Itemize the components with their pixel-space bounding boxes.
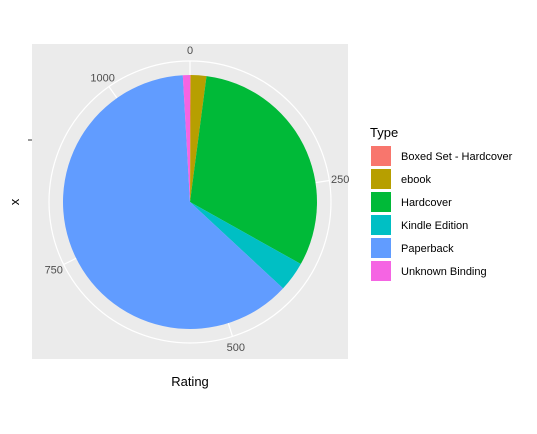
pie-slice-paperback [63,75,284,329]
legend-key [371,238,391,258]
legend-title: Type [370,125,398,140]
legend-key [371,261,391,281]
legend-label: ebook [401,174,431,186]
legend-key [371,192,391,212]
pie-slice-kindle-edition [190,202,301,289]
pie-slice-unknown-binding [182,75,190,202]
pie-slice-ebook [190,75,207,202]
legend-label: Unknown Binding [401,266,487,278]
pie-slice-hardcover [190,76,317,265]
legend-key [371,215,391,235]
legend-label: Boxed Set - Hardcover [401,151,513,163]
angular-ticks: 0 250 500 750 1000 [45,45,350,354]
legend-key [371,146,391,166]
pie-slice-boxed-set-hardcover [190,75,191,202]
x-axis-title: Rating [171,374,209,389]
legend-label: Paperback [401,243,454,255]
pie-slices [63,75,317,329]
angular-tick-label: 1000 [90,73,114,85]
angular-tick-label: 750 [45,264,63,276]
legend: Type Boxed Set - Hardcover ebook Hardcover… [370,125,513,281]
legend-label: Kindle Edition [401,220,468,232]
angular-tick-label: 0 [187,45,193,57]
legend-label: Hardcover [401,197,452,209]
y-axis-title: x [7,198,22,205]
legend-key [371,169,391,189]
angular-tick-label: 250 [331,174,349,186]
angular-tick-label: 500 [227,342,245,354]
